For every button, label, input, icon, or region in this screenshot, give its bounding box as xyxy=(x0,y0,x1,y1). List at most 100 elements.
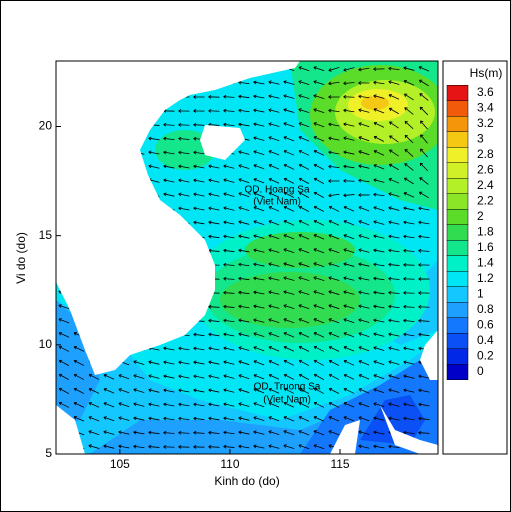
arrow xyxy=(343,136,355,141)
arrow xyxy=(373,149,385,156)
arrow xyxy=(253,262,265,267)
arrow xyxy=(298,248,310,254)
arrow xyxy=(268,304,280,309)
arrow xyxy=(403,416,415,421)
colorbar-swatch xyxy=(446,255,469,272)
arrow xyxy=(283,332,295,338)
arrow xyxy=(313,136,325,142)
arrow xyxy=(328,193,340,198)
arrow xyxy=(313,149,325,156)
arrow xyxy=(223,108,235,113)
arrow xyxy=(388,262,400,267)
arrow xyxy=(208,95,220,99)
arrow xyxy=(388,178,400,184)
arrow xyxy=(373,402,385,408)
colorbar-label: 1.4 xyxy=(477,256,494,270)
land xyxy=(200,125,245,160)
arrow xyxy=(283,290,295,295)
arrow xyxy=(208,402,220,407)
arrow xyxy=(178,374,190,379)
arrow xyxy=(313,94,325,100)
arrow xyxy=(268,191,280,198)
arrow xyxy=(328,387,340,394)
arrow xyxy=(133,402,145,407)
wave-field xyxy=(56,61,438,454)
arrow xyxy=(373,318,385,323)
arrow xyxy=(373,121,385,128)
arrow xyxy=(148,150,160,155)
arrow xyxy=(298,219,310,226)
arrow xyxy=(283,262,295,267)
arrow xyxy=(133,374,145,380)
arrow xyxy=(58,345,70,352)
arrow xyxy=(178,445,190,449)
arrow xyxy=(133,388,145,393)
arrow xyxy=(58,318,70,324)
arrow xyxy=(298,304,310,310)
arrow xyxy=(178,178,190,183)
arrow xyxy=(238,318,250,323)
arrow xyxy=(148,164,160,169)
arrow xyxy=(388,192,400,197)
arrow xyxy=(373,346,385,352)
arrow xyxy=(298,359,310,366)
arrow xyxy=(118,388,130,394)
arrow xyxy=(163,416,175,421)
arrow xyxy=(419,106,429,116)
arrow xyxy=(193,360,205,365)
arrow xyxy=(268,346,280,352)
arrow xyxy=(133,360,145,365)
arrow xyxy=(223,122,235,127)
arrow xyxy=(298,332,310,338)
arrow xyxy=(328,332,340,338)
arrow xyxy=(103,430,115,435)
arrow xyxy=(148,360,160,365)
arrow xyxy=(313,430,325,436)
arrow xyxy=(268,402,280,408)
arrow xyxy=(223,360,235,365)
arrow xyxy=(313,290,325,296)
arrow xyxy=(373,360,385,366)
arrow xyxy=(373,430,385,435)
arrow xyxy=(358,388,370,394)
arrow xyxy=(163,178,175,183)
arrow xyxy=(133,416,145,421)
arrow xyxy=(253,304,265,309)
arrow xyxy=(343,67,355,72)
arrow xyxy=(193,192,205,197)
arrow xyxy=(298,108,310,114)
arrow xyxy=(238,276,250,281)
arrow xyxy=(298,149,310,156)
arrow xyxy=(208,164,220,169)
arrow xyxy=(223,388,235,393)
arrow xyxy=(148,444,160,449)
arrow xyxy=(268,430,280,436)
arrow xyxy=(358,416,370,422)
arrow xyxy=(328,95,340,99)
arrow xyxy=(238,346,250,351)
arrow xyxy=(238,262,250,267)
sea-region xyxy=(220,272,360,328)
arrow xyxy=(283,416,295,422)
arrow xyxy=(328,345,340,352)
arrow xyxy=(403,206,415,211)
arrow xyxy=(328,290,340,295)
arrow xyxy=(178,416,190,421)
arrow xyxy=(208,192,220,197)
arrow xyxy=(373,94,385,99)
arrow xyxy=(404,107,414,115)
arrow xyxy=(388,234,400,239)
arrow xyxy=(373,416,385,421)
arrow xyxy=(193,150,205,155)
colorbar-swatch xyxy=(446,271,469,287)
arrow xyxy=(343,81,355,86)
arrow xyxy=(328,276,340,281)
arrow xyxy=(358,360,370,366)
arrow xyxy=(268,177,280,184)
arrow xyxy=(358,206,370,212)
arrow xyxy=(298,205,310,212)
colorbar-label: 2.4 xyxy=(477,178,494,192)
arrow xyxy=(358,150,370,156)
arrow xyxy=(418,234,430,239)
arrow xyxy=(238,192,250,198)
